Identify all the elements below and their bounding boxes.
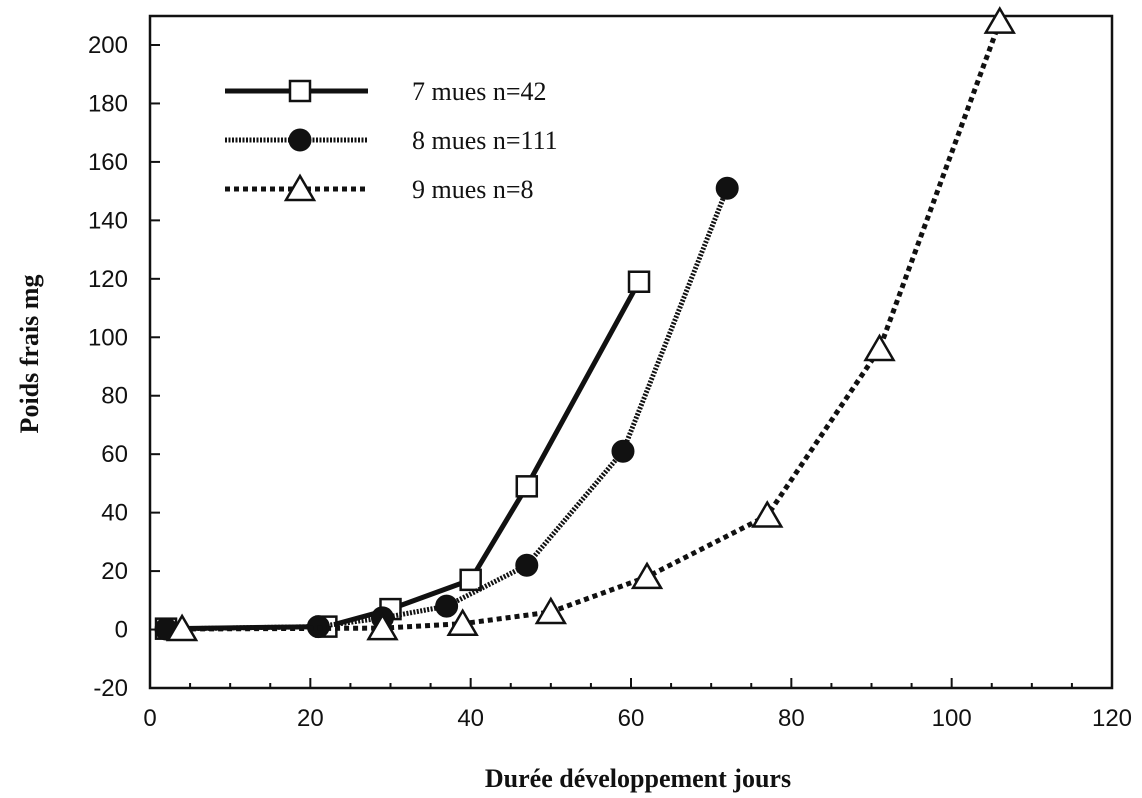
x-tick-label: 0 [143,705,156,732]
data-point [611,439,635,463]
y-tick-label: 140 [88,207,128,234]
x-axis-title: Durée développement jours [485,764,791,793]
y-tick-label: 100 [88,324,128,351]
series-3 [165,6,1016,642]
y-tick-label: 0 [115,617,128,644]
series-line [165,280,642,632]
plot-border [148,14,1114,690]
x-axis-ticks: 0 20 40 60 80 100 120 [143,678,1132,732]
y-tick-label: 120 [88,266,128,293]
legend-marker [288,79,312,103]
series-layer [154,6,1016,642]
data-point [435,594,459,618]
y-tick-label: -20 [93,675,128,702]
y-tick-label: 20 [101,558,128,585]
x-tick-label: 40 [457,705,484,732]
legend-marker [288,128,312,152]
data-point [630,561,664,590]
data-point [366,612,399,641]
x-tick-label: 120 [1092,705,1132,732]
legend-label: 8 mues n=111 [412,126,558,155]
series-1 [154,270,651,640]
x-tick-label: 60 [618,705,645,732]
legend-label: 7 mues n=42 [412,77,547,106]
x-tick-label: 80 [778,705,805,732]
legend-label: 9 mues n=8 [412,175,534,204]
y-axis-ticks: -20 0 20 40 60 80 100 120 140 160 180 200 [88,32,160,702]
y-tick-label: 80 [101,383,128,410]
data-point [983,6,1016,34]
data-point [165,613,199,642]
x-tick-label: 100 [932,705,972,732]
data-point [515,553,539,577]
data-point [715,176,739,200]
y-tick-label: 180 [88,90,128,117]
series-line [182,20,1003,632]
data-point [627,270,651,293]
data-point [751,500,784,528]
data-point [534,596,568,625]
data-point [459,568,482,592]
legend: 7 mues n=42 8 mues n=111 9 mues n=8 [225,77,558,204]
series-line [165,187,730,632]
data-point [446,608,479,636]
y-tick-label: 40 [101,500,128,527]
y-tick-label: 200 [88,32,128,59]
x-tick-label: 20 [297,705,324,732]
plot-frame [148,14,1114,690]
y-tick-label: 160 [88,149,128,176]
y-axis-title: Poids frais mg [15,275,44,434]
y-tick-label: 60 [101,441,128,468]
data-point [863,333,896,362]
data-point [515,475,539,498]
legend-marker [283,173,317,202]
